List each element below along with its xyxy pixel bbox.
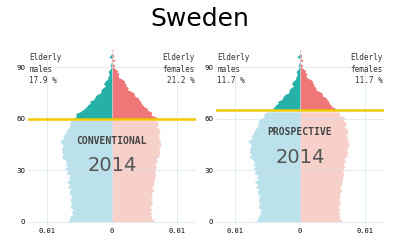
Text: Elderly
females
11.7 %: Elderly females 11.7 % [350, 54, 383, 85]
Text: Elderly
males
11.7 %: Elderly males 11.7 % [217, 54, 250, 85]
Text: Elderly
females
21.2 %: Elderly females 21.2 % [162, 54, 195, 85]
Text: CONVENTIONAL: CONVENTIONAL [77, 136, 147, 146]
Text: 2014: 2014 [87, 156, 137, 175]
Text: 2014: 2014 [275, 148, 325, 167]
Text: PROSPECTIVE: PROSPECTIVE [268, 127, 332, 137]
Text: Elderly
males
17.9 %: Elderly males 17.9 % [29, 54, 62, 85]
Text: Sweden: Sweden [150, 8, 250, 32]
